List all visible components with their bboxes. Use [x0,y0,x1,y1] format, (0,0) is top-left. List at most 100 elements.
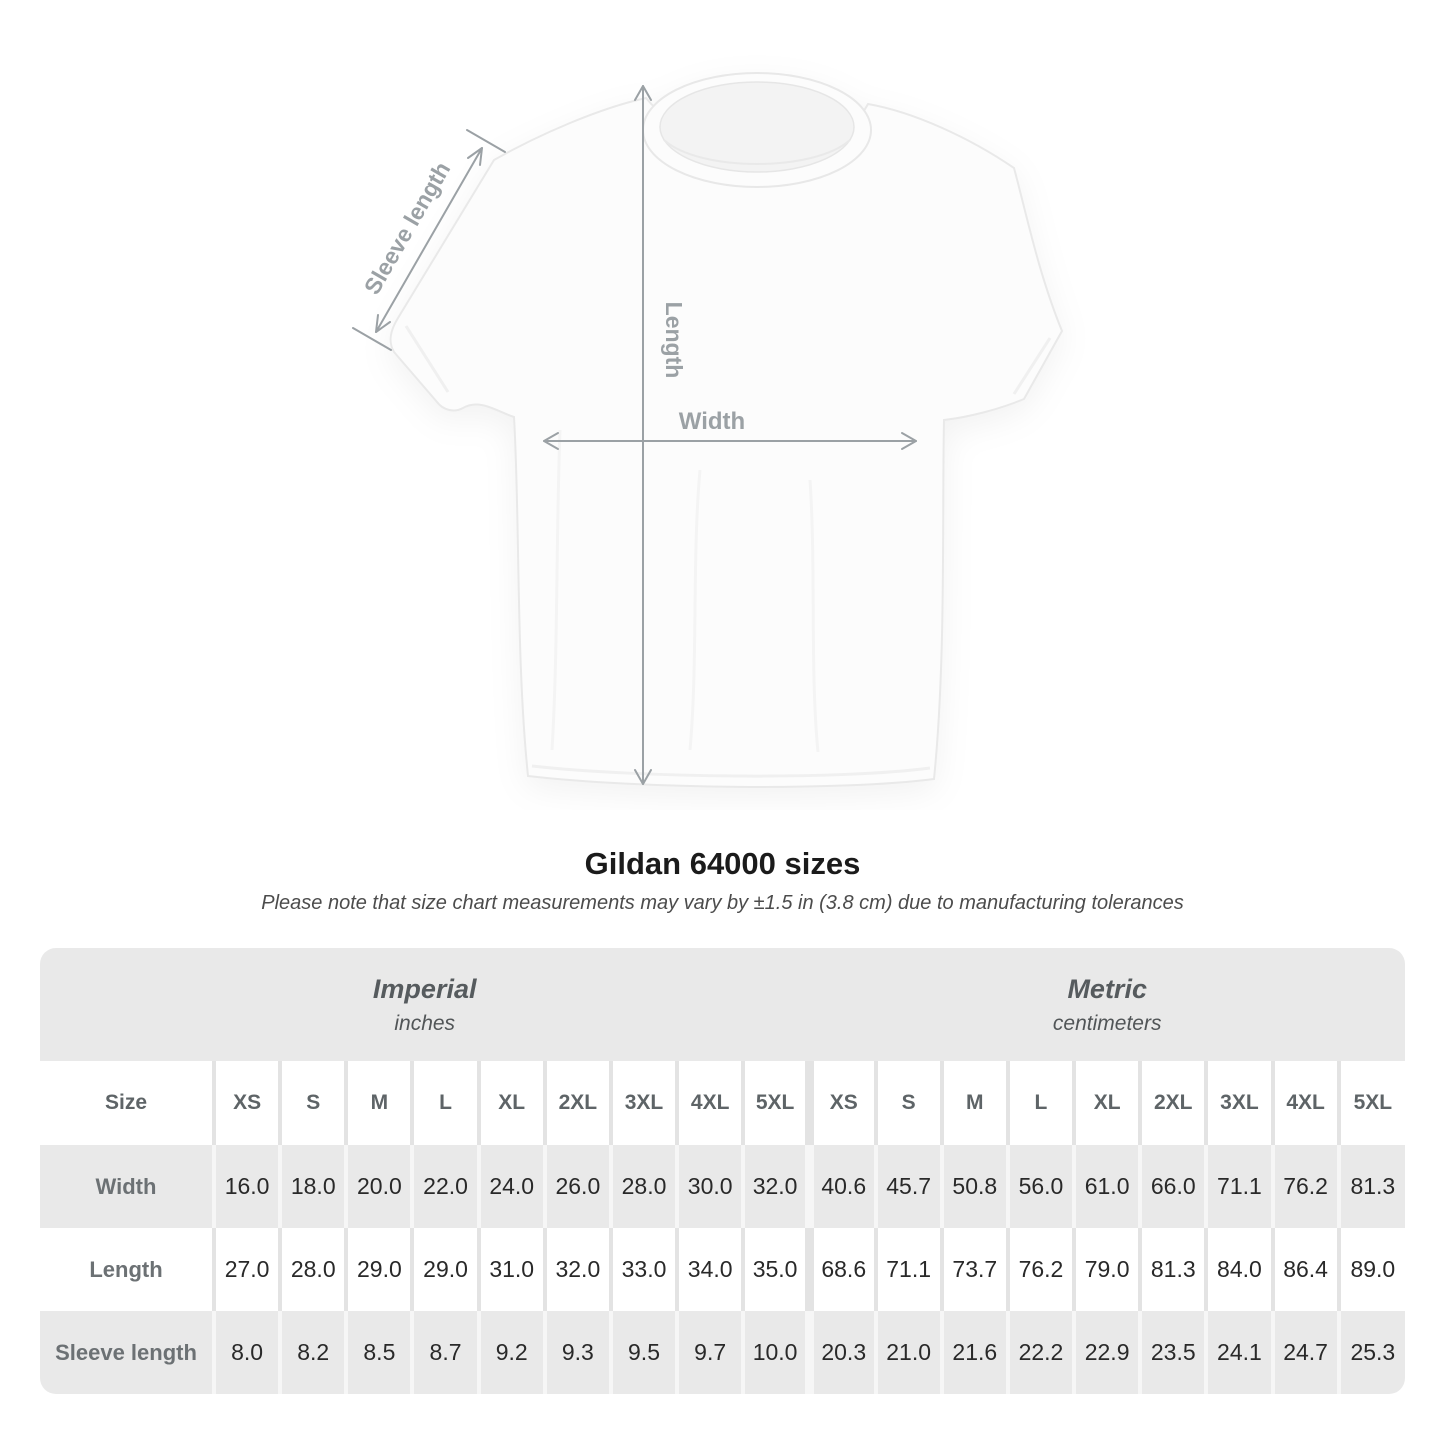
unit-subtitle: inches [394,1011,456,1035]
value-cell: 32.0 [741,1145,810,1228]
value-cell: 86.4 [1270,1228,1339,1311]
size-header-cell: 5XL [741,1061,810,1145]
table-row: Sleeve length 8.0 8.2 8.5 8.7 9.2 9.3 9.5 9.7 10.… [40,1311,1405,1394]
value-cell: 22.9 [1072,1311,1141,1394]
value-cell: 8.0 [211,1311,281,1394]
value-cell: 20.0 [344,1145,413,1228]
value-cell: 31.0 [476,1228,545,1311]
tshirt-illustration: Sleeve length Length Width [352,72,1064,788]
value-cell: 35.0 [741,1228,810,1311]
value-cell: 20.3 [804,1311,876,1394]
table-row: Length 27.0 28.0 29.0 29.0 31.0 32.0 33.0 34.0 35… [40,1228,1405,1311]
size-header-cell: 4XL [675,1061,744,1145]
value-cell: 21.6 [939,1311,1008,1394]
value-cell: 56.0 [1005,1145,1075,1228]
size-header-cell: 4XL [1270,1061,1339,1145]
size-header-cell: XS [211,1061,281,1145]
value-cell: 32.0 [542,1228,611,1311]
tshirt-photo [389,72,1064,788]
value-cell: 24.1 [1204,1311,1273,1394]
value-cell: 84.0 [1204,1228,1273,1311]
value-cell: 24.7 [1270,1311,1339,1394]
unit-header-row: Imperial inches Metric centimeters [40,948,1405,1061]
size-header-cell: M [939,1061,1008,1145]
unit-header-imperial: Imperial inches [40,948,810,1061]
row-label: Length [40,1228,214,1311]
value-cell: 79.0 [1072,1228,1141,1311]
value-cell: 28.0 [278,1228,347,1311]
value-cell: 71.1 [873,1228,942,1311]
size-header-row: Size XS S M L XL 2XL 3XL 4XL 5XL XS S M L XL 2XL 3XL 4XL 5… [40,1061,1405,1145]
length-arrow [634,85,652,785]
unit-name: Imperial [372,973,477,1004]
collar [642,72,872,188]
value-cell: 25.3 [1336,1311,1405,1394]
value-cell: 8.5 [344,1311,413,1394]
table-row: Width 16.0 18.0 20.0 22.0 24.0 26.0 28.0 30.0 32.… [40,1145,1405,1228]
length-label: Length [661,302,687,379]
size-header-cell: XL [1072,1061,1141,1145]
size-header-cell: 5XL [1336,1061,1405,1145]
value-cell: 33.0 [608,1228,678,1311]
width-arrow [543,432,917,450]
dimension-arrows [352,85,917,785]
value-cell: 9.7 [675,1311,744,1394]
value-cell: 30.0 [675,1145,744,1228]
value-cell: 50.8 [939,1145,1008,1228]
value-cell: 18.0 [278,1145,347,1228]
value-cell: 9.2 [476,1311,545,1394]
value-cell: 27.0 [211,1228,281,1311]
value-cell: 24.0 [476,1145,545,1228]
row-label: Width [40,1145,214,1228]
value-cell: 45.7 [873,1145,942,1228]
size-header-cell: 2XL [1138,1061,1207,1145]
value-cell: 68.6 [804,1228,876,1311]
value-cell: 9.3 [542,1311,611,1394]
size-corner-label: Size [40,1061,214,1145]
size-header-cell: 3XL [1204,1061,1273,1145]
page-title: Gildan 64000 sizes [584,846,861,881]
unit-name: Metric [1067,973,1147,1004]
value-cell: 89.0 [1336,1228,1405,1311]
tshirt-measurement-diagram: Sleeve length Length Width [352,72,1064,788]
value-cell: 21.0 [873,1311,942,1394]
value-cell: 8.7 [410,1311,479,1394]
size-header-cell: L [410,1061,479,1145]
size-chart-table: Imperial inches Metric centimeters Size XS S M L… [40,948,1405,1394]
value-cell: 40.6 [804,1145,876,1228]
tolerance-note: Please note that size chart measurements… [261,892,1184,914]
value-cell: 16.0 [211,1145,281,1228]
value-cell: 29.0 [410,1228,479,1311]
size-chart: Imperial inches Metric centimeters Size XS S M L… [40,948,1405,1394]
unit-header-metric: Metric centimeters [809,948,1405,1061]
size-header-cell: 2XL [542,1061,611,1145]
value-cell: 81.3 [1138,1228,1207,1311]
width-label: Width [679,408,745,435]
size-header-cell: S [278,1061,347,1145]
value-cell: 76.2 [1270,1145,1339,1228]
unit-subtitle: centimeters [1052,1011,1162,1035]
size-header-cell: XS [804,1061,876,1145]
size-header-cell: XL [476,1061,545,1145]
value-cell: 81.3 [1336,1145,1405,1228]
value-cell: 71.1 [1204,1145,1273,1228]
value-cell: 22.2 [1005,1311,1075,1394]
size-header-cell: 3XL [608,1061,678,1145]
sleeve-length-arrow [352,129,506,351]
value-cell: 26.0 [542,1145,611,1228]
value-cell: 22.0 [410,1145,479,1228]
size-header-cell: S [873,1061,942,1145]
value-cell: 73.7 [939,1228,1008,1311]
value-cell: 8.2 [278,1311,347,1394]
size-header-cell: L [1005,1061,1075,1145]
value-cell: 34.0 [675,1228,744,1311]
value-cell: 61.0 [1072,1145,1141,1228]
value-cell: 23.5 [1138,1311,1207,1394]
size-header-cell: M [344,1061,413,1145]
value-cell: 76.2 [1005,1228,1075,1311]
value-cell: 10.0 [741,1311,810,1394]
row-label: Sleeve length [40,1311,214,1394]
value-cell: 9.5 [608,1311,678,1394]
value-cell: 28.0 [608,1145,678,1228]
value-cell: 29.0 [344,1228,413,1311]
